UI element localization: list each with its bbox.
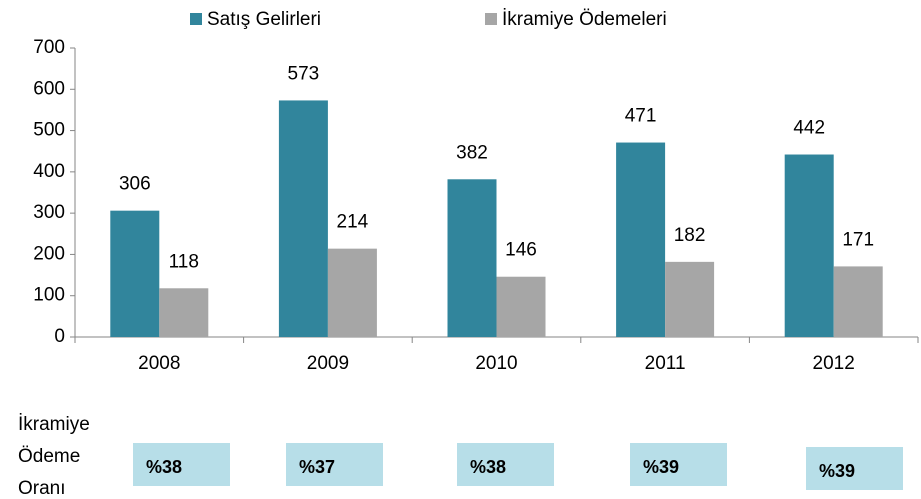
- bar: [496, 276, 546, 337]
- value-label: 118: [169, 251, 199, 272]
- legend-label: İkramiye Ödemeleri: [502, 9, 667, 30]
- x-tick-label: 2012: [813, 353, 855, 374]
- ratio-row-label: Oranı: [18, 478, 66, 499]
- legend-label: Satış Gelirleri: [207, 9, 321, 30]
- y-tick-label: 400: [33, 161, 65, 182]
- x-tick-label: 2009: [307, 353, 349, 374]
- value-label: 306: [119, 174, 151, 195]
- y-tick-label: 700: [33, 37, 65, 58]
- ratio-value: %39: [819, 461, 855, 481]
- x-tick-label: 2010: [475, 353, 517, 374]
- y-tick-label: 600: [33, 78, 65, 99]
- y-tick-label: 0: [54, 326, 65, 347]
- y-tick-label: 100: [33, 285, 65, 306]
- bar: [616, 142, 666, 337]
- bar: [833, 266, 883, 337]
- value-label: 146: [505, 240, 537, 261]
- ratio-box: [457, 443, 554, 486]
- bar: [327, 248, 377, 337]
- ratio-value: %37: [299, 457, 335, 477]
- ratio-value: %39: [643, 457, 679, 477]
- ratio-value: %38: [470, 457, 506, 477]
- bar: [447, 179, 497, 337]
- legend-swatch: [190, 13, 202, 25]
- y-tick-label: 200: [33, 243, 65, 264]
- bar: [159, 288, 209, 337]
- y-tick-label: 500: [33, 120, 65, 141]
- value-label: 442: [793, 118, 825, 139]
- ratio-box: [630, 443, 727, 486]
- y-tick-label: 300: [33, 202, 65, 223]
- x-tick-label: 2011: [645, 353, 686, 374]
- value-label: 214: [337, 212, 369, 233]
- bar: [110, 210, 160, 337]
- value-label: 471: [625, 106, 657, 127]
- bar: [278, 100, 328, 337]
- x-tick-label: 2008: [138, 353, 180, 374]
- bar: [784, 154, 834, 337]
- ratio-box: [133, 443, 230, 486]
- ratio-box: [286, 443, 383, 486]
- ratio-row-label: İkramiye: [18, 414, 90, 435]
- value-label: 171: [842, 229, 874, 250]
- ratio-value: %38: [146, 457, 182, 477]
- ratio-box: [806, 447, 903, 490]
- legend-swatch: [485, 13, 497, 25]
- value-label: 182: [674, 225, 706, 246]
- ratio-row-label: Ödeme: [18, 446, 80, 467]
- value-label: 573: [288, 63, 320, 84]
- bar: [665, 261, 715, 337]
- value-label: 382: [456, 142, 488, 163]
